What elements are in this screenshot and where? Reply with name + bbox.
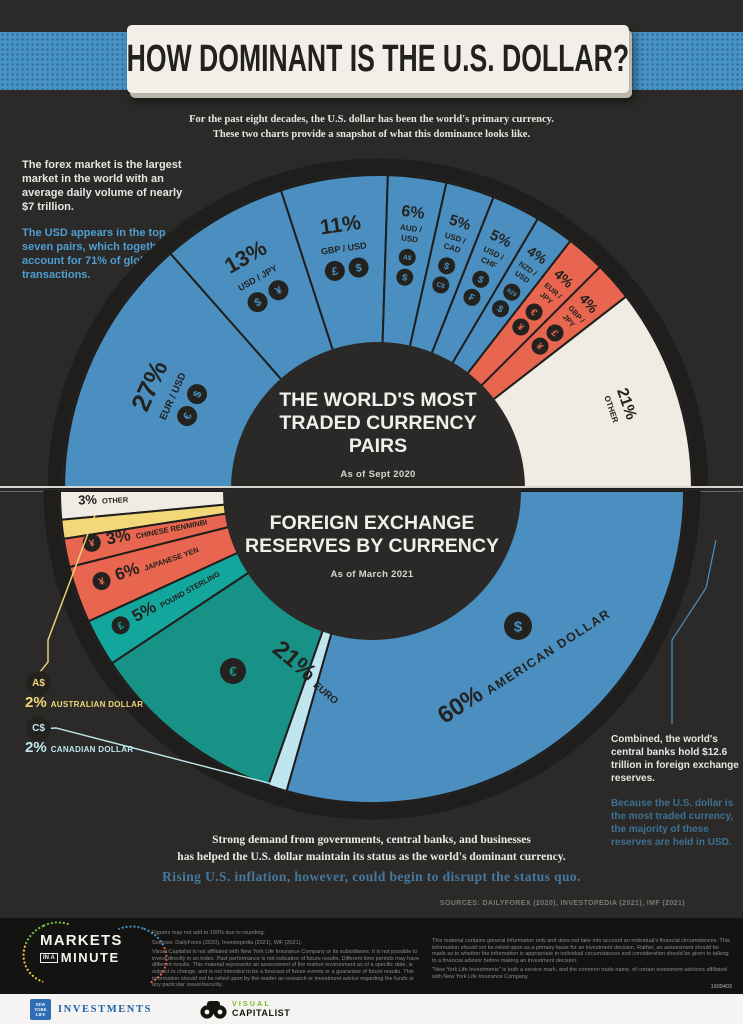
fx-reserves-donut-chart: 3% OTHER¥ 3% CHINESE RENMINBI¥ 6%JAPANESE YE… bbox=[39, 490, 717, 820]
intro-line-1: For the past eight decades, the U.S. dol… bbox=[189, 114, 554, 125]
chart2-center-circle bbox=[223, 490, 521, 640]
closing-line-2: has helped the U.S. dollar maintain its … bbox=[177, 850, 566, 863]
section-divider-light bbox=[0, 486, 743, 488]
svg-text:$: $ bbox=[514, 618, 523, 635]
aud-percent: 2% bbox=[25, 694, 47, 711]
new-york-life-logo[interactable]: NEW YORK LIFE INVESTMENTS bbox=[30, 998, 153, 1020]
svg-text:USD: USD bbox=[401, 233, 419, 244]
footer-code: 1909403 bbox=[710, 983, 732, 990]
vc-visual-label: VISUAL bbox=[232, 1001, 271, 1008]
fine-right-1: This material contains general informati… bbox=[432, 938, 730, 964]
closing-statement: Strong demand from governments, central … bbox=[0, 832, 743, 865]
new-york-life-square-icon: NEW YORK LIFE bbox=[30, 998, 51, 1020]
chart1-center-title: THE WORLD'S MOST TRADED CURRENCY PAIRS A… bbox=[248, 389, 508, 486]
page-title: HOW DOMINANT IS THE U.S. DOLLAR? bbox=[126, 37, 630, 80]
svg-text:3%OTHER: 3% OTHER bbox=[78, 490, 129, 507]
svg-text:A$: A$ bbox=[403, 254, 413, 262]
chart2-center-title: FOREIGN EXCHANGE RESERVES BY CURRENCY As… bbox=[242, 512, 502, 586]
svg-text:$: $ bbox=[476, 274, 486, 287]
svg-text:6%: 6% bbox=[400, 203, 425, 223]
svg-text:$: $ bbox=[495, 303, 506, 315]
visual-capitalist-logo[interactable]: VISUAL CAPITALIST bbox=[200, 1000, 290, 1019]
fine-print-left: Figures may not add to 100% due to round… bbox=[152, 930, 420, 992]
svg-text:$: $ bbox=[442, 261, 451, 273]
svg-text:NZ$: NZ$ bbox=[505, 288, 517, 299]
currency-pairs-donut-chart: 27%EUR / USD€$13%USD / JPY$¥11%GBP / USD… bbox=[47, 158, 709, 489]
svg-text:¥: ¥ bbox=[88, 538, 96, 550]
australian-dollar-coin-icon: A$ bbox=[26, 671, 51, 696]
reserves-note-leader-line bbox=[671, 539, 717, 724]
wedge-label-aud-usd: 6%AUD /USD A$ $ bbox=[396, 203, 425, 286]
aud-label: AUSTRALIAN DOLLAR bbox=[50, 700, 144, 709]
miam-minute: MINUTE bbox=[60, 950, 120, 965]
svg-text:11%: 11% bbox=[319, 211, 363, 240]
cad-label: CANADIAN DOLLAR bbox=[50, 745, 134, 754]
forex-note-white: The forex market is the largest market i… bbox=[22, 159, 183, 213]
chart2-title: FOREIGN EXCHANGE RESERVES BY CURRENCY bbox=[245, 512, 499, 557]
forex-note-blue: The USD appears in the top seven pairs, … bbox=[22, 227, 170, 281]
fine-left-1: Figures may not add to 100% due to round… bbox=[152, 930, 266, 936]
svg-text:£: £ bbox=[116, 620, 127, 633]
fine-left-3: Visual Capitalist is not affiliated with… bbox=[152, 949, 420, 989]
reserves-note: Combined, the world's central banks hold… bbox=[611, 733, 739, 849]
svg-text:$: $ bbox=[355, 262, 363, 275]
svg-text:€: € bbox=[229, 663, 237, 679]
chart1-title: THE WORLD'S MOST TRADED CURRENCY PAIRS bbox=[279, 389, 477, 457]
reserves-note-blue: Because the U.S. dollar is the most trad… bbox=[611, 798, 734, 848]
australian-dollar-callout: 2% AUSTRALIAN DOLLAR bbox=[25, 694, 143, 712]
chart1-center-circle bbox=[231, 342, 525, 489]
svg-text:£: £ bbox=[548, 328, 560, 340]
title-plaque: HOW DOMINANT IS THE U.S. DOLLAR? bbox=[127, 25, 629, 93]
svg-text:€: € bbox=[528, 307, 540, 319]
intro-text: For the past eight decades, the U.S. dol… bbox=[0, 112, 743, 142]
chart1-outer-ring bbox=[47, 158, 709, 489]
footer-dark-band: MARKETS IN A MINUTE Figures may not add … bbox=[0, 910, 743, 996]
svg-text:₣: ₣ bbox=[467, 292, 477, 305]
cad-percent: 2% bbox=[25, 739, 47, 756]
chart2-outer-ring bbox=[43, 490, 701, 820]
closing-blue-statement: Rising U.S. inflation, however, could be… bbox=[162, 869, 581, 884]
fine-left-2: Sources: DailyForex (2020), Investopedia… bbox=[152, 939, 303, 946]
miam-line1: MARKETS bbox=[40, 932, 123, 949]
aud-leader-line bbox=[39, 514, 96, 673]
nyl-investments-label: INVESTMENTS bbox=[58, 1003, 153, 1015]
svg-text:€: € bbox=[181, 411, 194, 422]
canadian-dollar-coin-icon: C$ bbox=[26, 716, 51, 741]
vc-capitalist-label: CAPITALIST bbox=[232, 1008, 291, 1018]
intro-line-2: These two charts provide a snapshot of w… bbox=[212, 129, 531, 140]
wedge-label-gbp-usd: 11%GBP / USD£ $ bbox=[319, 211, 369, 281]
binoculars-icon bbox=[200, 1000, 227, 1019]
miam-ina: IN A bbox=[40, 952, 58, 963]
svg-text:AUD /: AUD / bbox=[400, 223, 424, 235]
forex-note: The forex market is the largest market i… bbox=[22, 158, 184, 282]
svg-text:£: £ bbox=[331, 265, 339, 278]
fine-print-right: This material contains general informati… bbox=[432, 938, 732, 993]
fine-right-2: "New York Life Investments" is both a se… bbox=[432, 967, 727, 980]
svg-text:$: $ bbox=[401, 272, 408, 284]
markets-in-a-minute-logo: MARKETS IN A MINUTE bbox=[12, 910, 177, 996]
svg-text:¥: ¥ bbox=[533, 341, 545, 353]
svg-text:$: $ bbox=[191, 389, 204, 400]
svg-text:5%: 5% bbox=[447, 211, 473, 234]
svg-text:$: $ bbox=[252, 296, 263, 309]
canadian-dollar-callout: 2% CANADIAN DOLLAR bbox=[25, 739, 133, 757]
svg-text:¥: ¥ bbox=[515, 322, 527, 334]
wedge-label-usd-cad: 5%USD /CAD$C$ bbox=[432, 211, 473, 294]
chart1-subtitle: As of Sept 2020 bbox=[340, 469, 416, 480]
svg-text:¥: ¥ bbox=[97, 576, 106, 588]
sources-line: SOURCES: DAILYFOREX (2020), INVESTOPEDIA… bbox=[439, 900, 685, 907]
closing-line-1: Strong demand from governments, central … bbox=[212, 834, 531, 846]
footer-logo-band: NEW YORK LIFE INVESTMENTS VISUAL CAPITAL… bbox=[0, 994, 743, 1024]
svg-text:C$: C$ bbox=[436, 281, 446, 290]
reserves-note-white: Combined, the world's central banks hold… bbox=[611, 734, 739, 784]
wedge-label-other: 3% OTHER bbox=[78, 490, 129, 508]
chart2-subtitle: As of March 2021 bbox=[330, 569, 414, 580]
